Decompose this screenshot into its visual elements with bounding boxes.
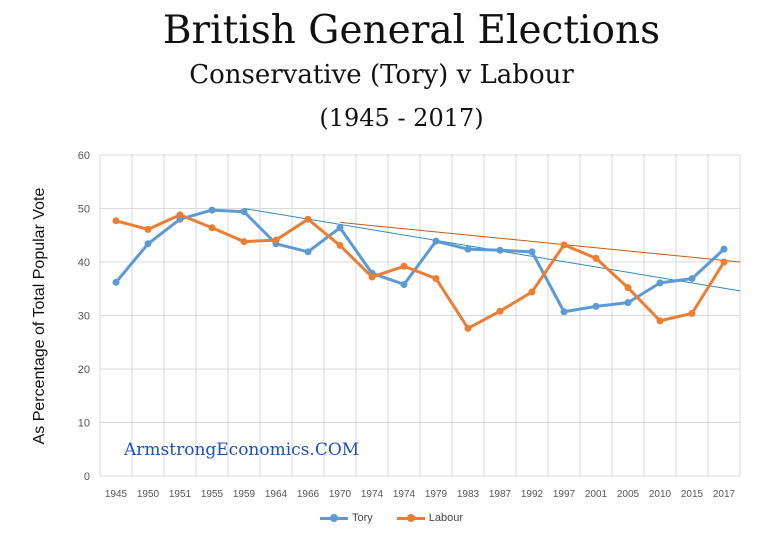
legend-label-tory: Tory [351, 512, 373, 524]
data-point-labour [240, 238, 248, 246]
x-tick-label: 2017 [713, 489, 736, 500]
legend-item-tory: Tory [319, 512, 373, 524]
data-point-tory [624, 299, 632, 307]
x-tick-label: 2005 [617, 489, 640, 500]
data-point-labour [464, 324, 472, 332]
data-point-labour [688, 309, 696, 317]
data-point-labour [208, 224, 216, 232]
legend-label-labour: Labour [428, 512, 464, 524]
x-tick-label: 1974 [361, 489, 384, 500]
x-tick-label: 1974 [393, 489, 416, 500]
x-tick-label: 1950 [137, 489, 160, 500]
legend-item-labour: Labour [396, 512, 464, 524]
data-point-labour [272, 236, 280, 244]
x-tick-label: 1970 [329, 489, 352, 500]
x-tick-label: 1951 [169, 489, 192, 500]
data-point-tory [560, 308, 568, 316]
legend-swatch-tory [319, 513, 348, 522]
x-tick-label: 1987 [489, 489, 512, 500]
data-point-tory [336, 224, 344, 232]
data-point-tory [656, 279, 664, 287]
data-point-tory [688, 275, 696, 283]
watermark: ArmstrongEconomics.COM [124, 440, 360, 460]
y-tick-label: 60 [78, 150, 90, 162]
data-point-tory [432, 237, 440, 245]
x-tick-label: 1979 [425, 489, 448, 500]
data-point-tory [400, 280, 408, 288]
y-axis-label: As Percentage of Total Popular Vote [31, 187, 48, 445]
data-point-labour [112, 217, 120, 225]
x-tick-label: 2001 [585, 489, 608, 500]
data-point-labour [400, 262, 408, 270]
x-tick-label: 1992 [521, 489, 544, 500]
y-tick-label: 50 [78, 204, 90, 216]
data-point-labour [656, 317, 664, 325]
data-point-labour [304, 215, 312, 223]
data-point-labour [368, 273, 376, 281]
x-tick-label: 1959 [233, 489, 256, 500]
y-tick-label: 40 [78, 257, 90, 269]
data-point-labour [176, 211, 184, 219]
chart-title: British General Elections [162, 8, 661, 53]
data-point-labour [560, 241, 568, 249]
chart-date-range: (1945 - 2017) [319, 104, 484, 132]
y-tick-label: 30 [78, 311, 90, 323]
data-point-tory [144, 240, 152, 248]
y-tick-label: 10 [78, 418, 90, 430]
data-point-labour [528, 288, 536, 296]
legend-swatch-labour [396, 513, 425, 522]
x-tick-label: 2010 [649, 489, 672, 500]
data-point-labour [432, 275, 440, 283]
data-point-labour [144, 225, 152, 233]
data-point-labour [496, 307, 504, 315]
x-tick-label: 1966 [297, 489, 320, 500]
data-point-tory [464, 245, 472, 253]
x-tick-label: 2015 [681, 489, 704, 500]
data-point-tory [112, 278, 120, 286]
data-point-labour [336, 241, 344, 249]
data-point-tory [720, 245, 728, 253]
trendline-labour [339, 221, 741, 263]
data-point-tory [240, 208, 248, 216]
x-tick-label: 1997 [553, 489, 576, 500]
y-tick-label: 0 [84, 471, 90, 483]
series-line-labour [115, 213, 726, 330]
data-point-tory [592, 302, 600, 310]
chart-subtitle: Conservative (Tory) v Labour [189, 60, 574, 90]
data-point-labour [592, 254, 600, 262]
x-tick-label: 1983 [457, 489, 480, 500]
legend: Tory Labour [0, 512, 783, 524]
data-point-tory [208, 206, 216, 214]
x-tick-label: 1945 [105, 489, 128, 500]
data-point-tory [528, 248, 536, 256]
data-point-labour [624, 284, 632, 292]
data-point-tory [496, 246, 504, 254]
y-tick-label: 20 [78, 364, 90, 376]
x-tick-label: 1955 [201, 489, 224, 500]
series-line-tory [114, 208, 726, 314]
x-tick-label: 1964 [265, 489, 288, 500]
data-point-labour [720, 258, 728, 266]
data-point-tory [304, 248, 312, 256]
